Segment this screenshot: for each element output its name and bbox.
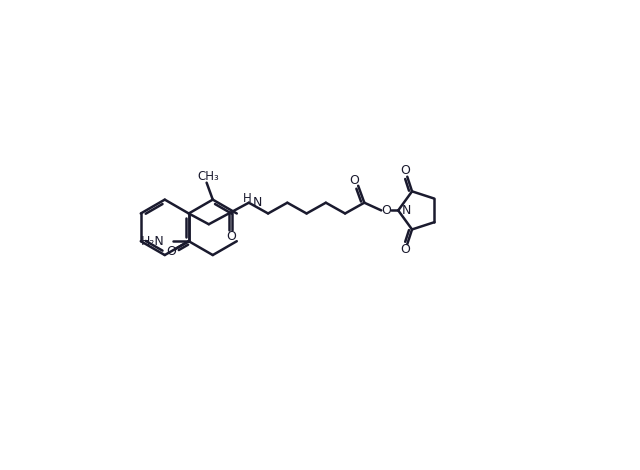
Text: CH₃: CH₃ bbox=[197, 170, 219, 183]
Text: O: O bbox=[349, 174, 359, 187]
Text: N: N bbox=[402, 204, 412, 217]
Text: O: O bbox=[226, 230, 236, 243]
Text: O: O bbox=[381, 204, 392, 217]
Text: N: N bbox=[253, 196, 262, 209]
Text: O: O bbox=[401, 164, 410, 177]
Text: O: O bbox=[401, 243, 410, 257]
Text: H₂N: H₂N bbox=[140, 235, 164, 248]
Text: H: H bbox=[243, 192, 252, 204]
Text: O: O bbox=[166, 245, 176, 258]
